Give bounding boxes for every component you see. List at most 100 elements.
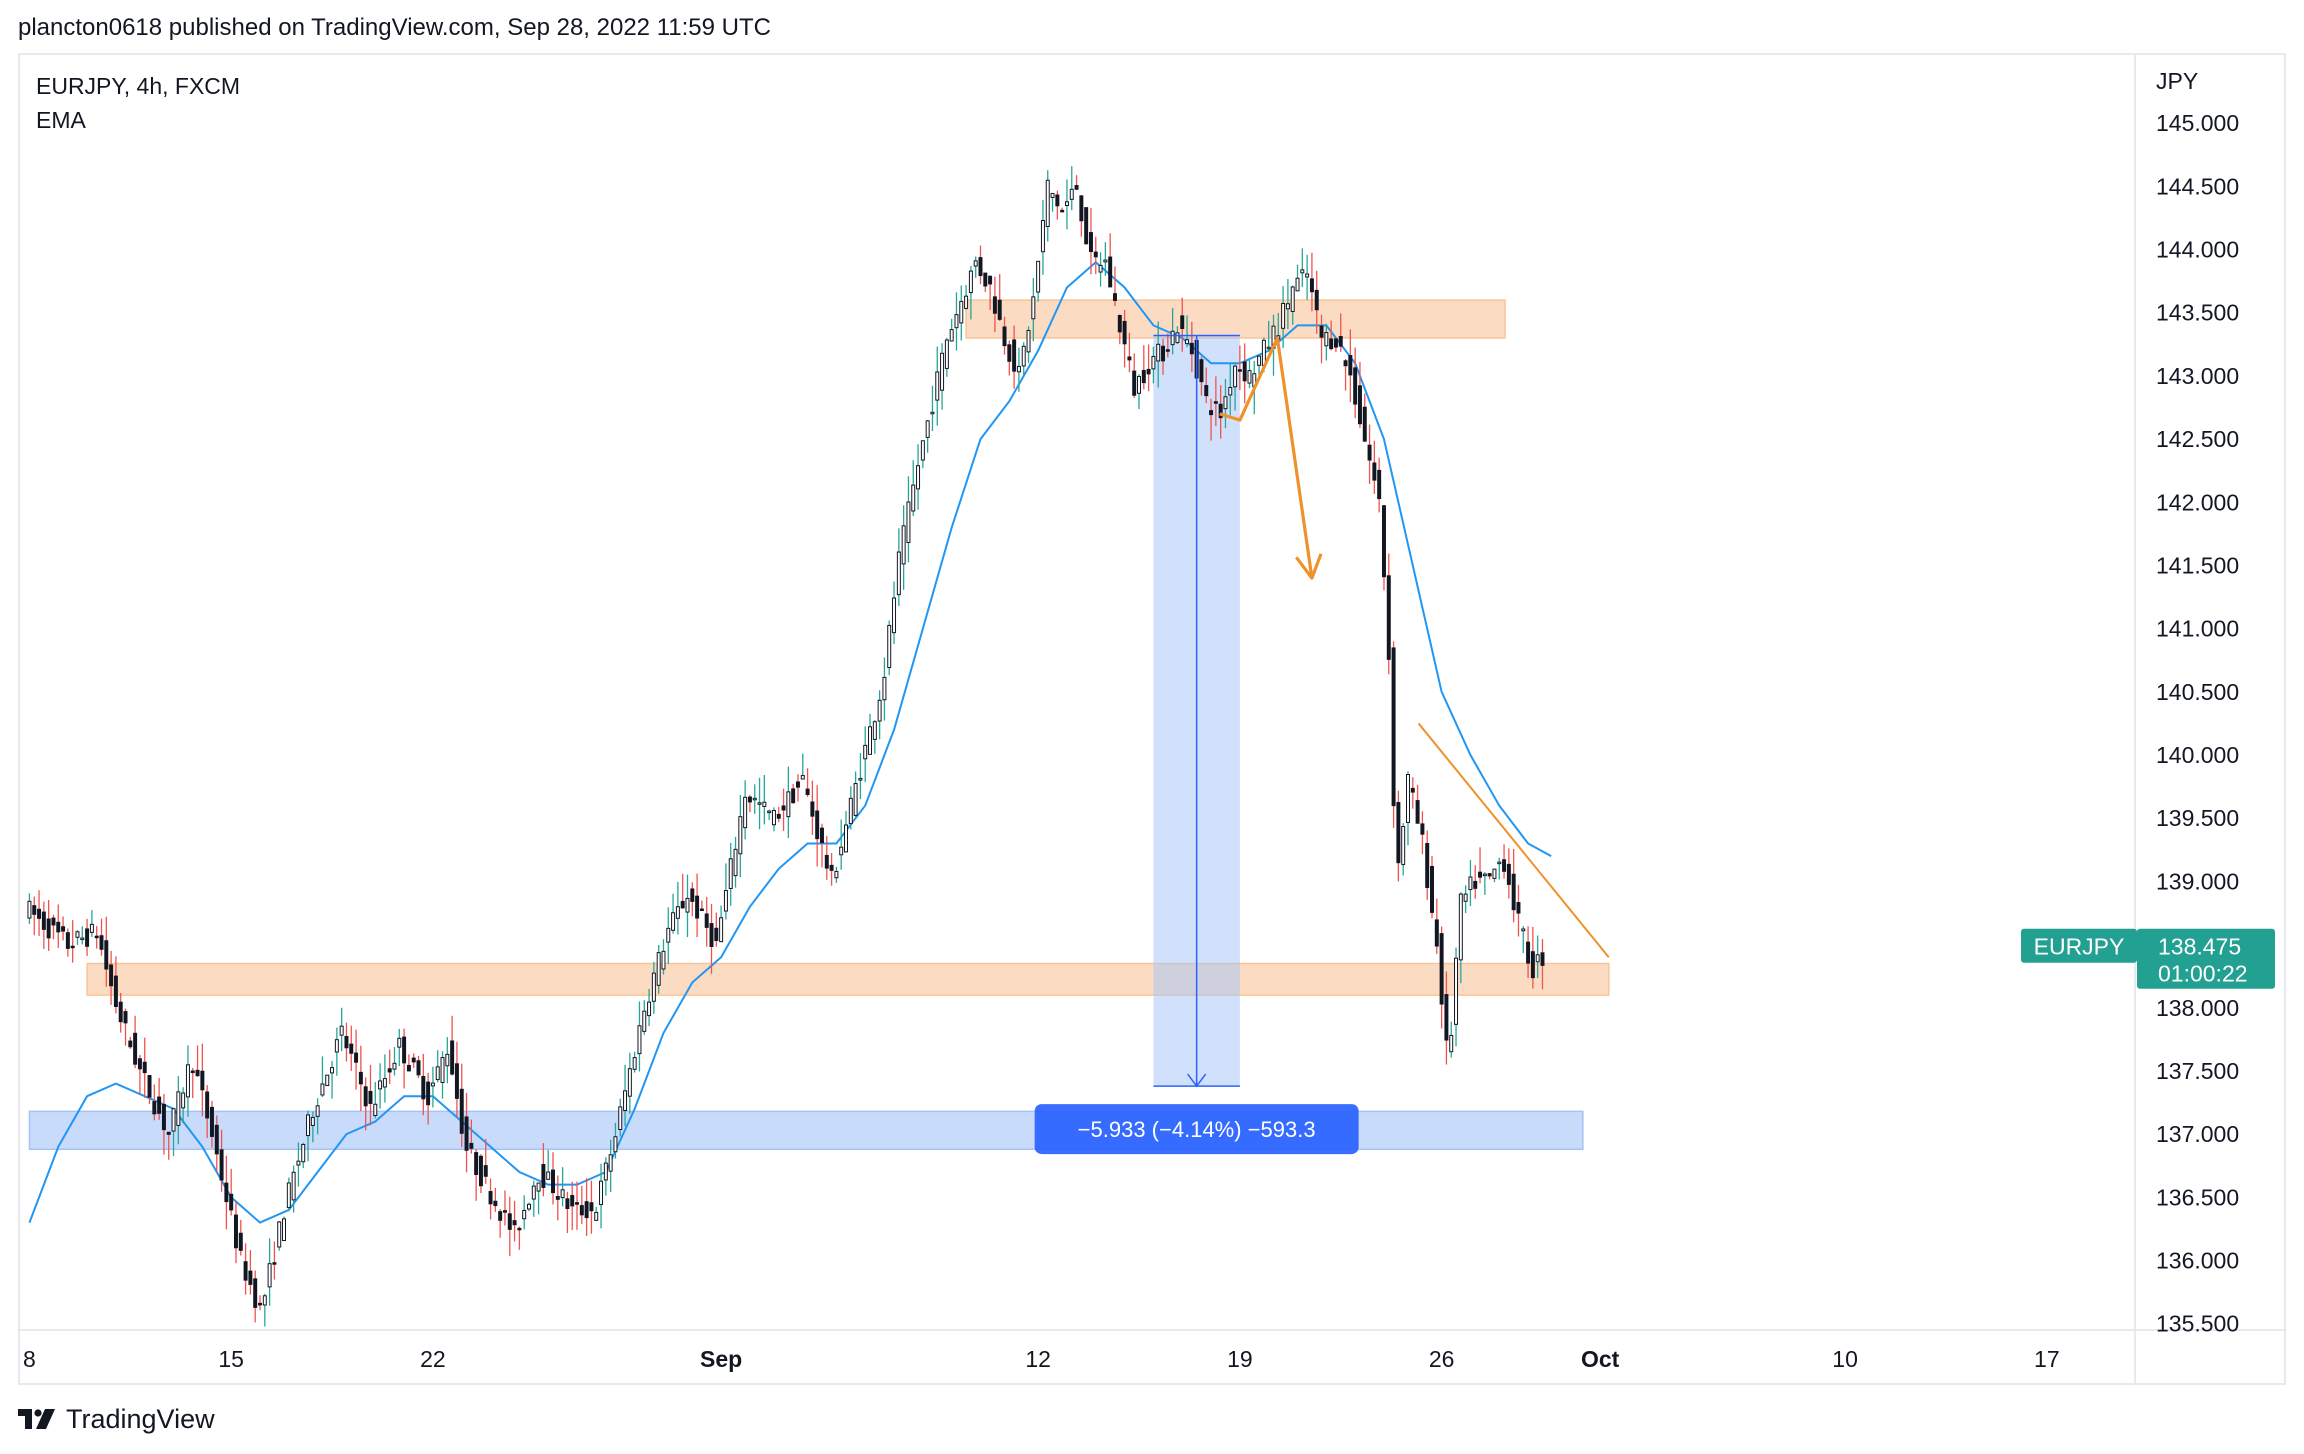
candle-body — [32, 905, 37, 915]
candle-body — [1122, 320, 1127, 345]
candle-body — [1386, 575, 1391, 660]
candle-body — [181, 1092, 186, 1109]
candle-body — [200, 1070, 205, 1091]
candle — [397, 1028, 402, 1067]
candle-body — [940, 352, 945, 391]
candle-body — [113, 975, 118, 1007]
candle — [185, 1045, 190, 1117]
candle-body — [454, 1063, 459, 1099]
candle — [1511, 848, 1516, 923]
candle-body — [267, 1263, 272, 1288]
candle-body — [872, 721, 877, 740]
price-tick-label: 138.000 — [2156, 995, 2239, 1021]
candle — [1180, 297, 1185, 352]
tradingview-brand: TradingView — [66, 1404, 215, 1434]
support-zone[interactable] — [86, 962, 1610, 996]
measure-label-bubble[interactable] — [1034, 1104, 1359, 1155]
candle — [791, 783, 796, 804]
candle-body — [358, 1071, 363, 1085]
candle — [570, 1181, 575, 1230]
last-price-badge[interactable] — [2137, 928, 2275, 989]
candle-body — [176, 1091, 181, 1126]
legend-symbol[interactable]: EURJPY, 4h, FXCM — [36, 73, 240, 99]
candle-body — [1482, 873, 1487, 877]
candle-body — [1396, 801, 1401, 864]
candle-body — [1439, 933, 1444, 1005]
candle-body — [94, 935, 99, 939]
candle-body — [185, 1064, 190, 1098]
candle-body — [800, 775, 805, 780]
candle — [344, 1022, 349, 1062]
candle-body — [964, 295, 969, 309]
candle — [512, 1200, 517, 1242]
candle — [920, 440, 925, 469]
candle-body — [238, 1232, 243, 1251]
candle-body — [618, 1106, 623, 1131]
candle-body — [680, 900, 685, 909]
candle-body — [949, 329, 954, 342]
candle-body — [1165, 349, 1170, 352]
candle — [1108, 233, 1113, 288]
candle — [75, 930, 80, 945]
candle-body — [699, 908, 704, 912]
candle-body — [892, 597, 897, 634]
price-tick-label: 135.500 — [2156, 1311, 2239, 1337]
candle — [988, 275, 993, 311]
candle — [464, 1092, 469, 1173]
candle-body — [344, 1035, 349, 1049]
price-axis[interactable]: 145.000 144.500 144.000 143.500 143.000 142.5… — [2156, 110, 2239, 1336]
candle-body — [1357, 385, 1362, 425]
candle-body — [406, 1064, 411, 1072]
candle — [277, 1220, 282, 1251]
candle-body — [85, 928, 90, 947]
candle — [469, 1119, 474, 1154]
candle-body — [1526, 941, 1531, 964]
candle-body — [651, 972, 656, 1002]
candle-body — [1324, 332, 1329, 347]
candle — [546, 1149, 551, 1180]
candle — [887, 620, 892, 676]
time-tick-label: 15 — [218, 1346, 244, 1372]
candle-body — [325, 1074, 330, 1087]
candle-body — [1016, 365, 1021, 373]
legend-indicator[interactable]: EMA — [36, 107, 87, 133]
candle — [411, 1053, 416, 1068]
candle — [61, 916, 66, 941]
candle-body — [517, 1227, 522, 1231]
candle — [800, 753, 805, 780]
candle — [795, 774, 800, 802]
candle-body — [968, 270, 973, 294]
candle — [27, 893, 32, 924]
candle-body — [243, 1261, 248, 1281]
candle-body — [493, 1200, 498, 1207]
candle — [41, 901, 46, 950]
time-axis[interactable]: 8 15 22 Sep 12 19 26 Oct 10 17 — [23, 1346, 2060, 1372]
price-tick-label: 142.000 — [2156, 489, 2239, 515]
symbol-price-tag[interactable] — [2021, 928, 2137, 963]
candle — [541, 1143, 546, 1197]
candle — [406, 1054, 411, 1072]
candle-body — [848, 797, 853, 825]
candle-body — [1309, 278, 1314, 293]
candle-body — [1257, 355, 1262, 366]
candle — [834, 866, 839, 883]
candle — [1213, 376, 1218, 427]
candle-body — [1074, 185, 1079, 190]
candle-body — [536, 1182, 541, 1192]
pattern-arrow-head — [1295, 553, 1323, 580]
candle — [709, 903, 714, 974]
candle-body — [992, 296, 997, 314]
candle — [1530, 926, 1535, 989]
candle — [526, 1202, 531, 1212]
candle-body — [306, 1114, 311, 1137]
resistance-zone[interactable] — [965, 299, 1506, 339]
candle — [1415, 784, 1420, 824]
price-tick-label: 140.000 — [2156, 742, 2239, 768]
candle — [1016, 347, 1021, 392]
candle — [1372, 440, 1377, 494]
candle — [94, 926, 99, 949]
candle — [1329, 320, 1334, 351]
candle — [647, 988, 652, 1027]
candle-body — [983, 272, 988, 287]
